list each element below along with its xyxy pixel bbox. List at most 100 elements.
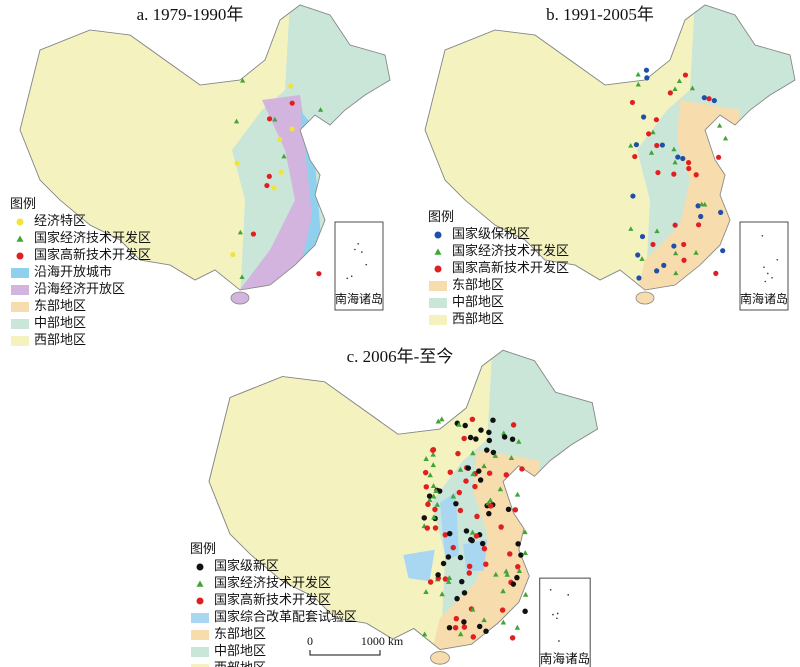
hainan (230, 291, 250, 305)
site-marker (467, 434, 474, 441)
panel-title: c. 2006年-至今 (347, 347, 454, 366)
site-marker (685, 160, 692, 166)
site-marker (706, 96, 712, 102)
site-marker (440, 560, 447, 567)
site-marker (681, 241, 687, 248)
site-marker (650, 241, 656, 248)
site-marker (316, 271, 322, 277)
site-marker (16, 218, 24, 226)
site-marker (693, 250, 699, 255)
site-marker (423, 456, 429, 461)
site-marker (456, 489, 463, 496)
china-border (19, 4, 391, 291)
site-marker (459, 578, 465, 585)
site-marker (492, 452, 499, 458)
site-marker (701, 95, 707, 101)
inset-label: 南海诸岛 (740, 291, 788, 306)
site-marker (720, 248, 726, 254)
site-marker (486, 510, 492, 517)
site-marker (484, 447, 490, 453)
site-marker (519, 466, 525, 472)
site-marker (490, 417, 496, 423)
legend-label: 国家高新技术开发区 (214, 592, 331, 607)
site-marker (271, 185, 277, 191)
island (346, 277, 349, 280)
site-marker (427, 579, 434, 585)
site-marker (500, 619, 507, 625)
site-marker (481, 545, 488, 552)
site-marker (507, 551, 513, 557)
legend-label: 国家级新区 (214, 558, 279, 573)
site-marker (500, 588, 506, 594)
site-marker (477, 477, 484, 483)
legend-swatch (191, 647, 209, 657)
legend-swatch (191, 613, 209, 623)
scale-label: 1000 km (361, 634, 404, 648)
island (776, 258, 779, 261)
site-marker (675, 154, 681, 160)
site-marker (676, 78, 683, 84)
legend-title: 图例 (190, 541, 216, 556)
site-marker (196, 580, 204, 587)
site-marker (421, 631, 428, 637)
legend-label: 国家经济技术开发区 (34, 230, 151, 245)
site-marker (453, 615, 460, 622)
site-marker (470, 471, 476, 477)
site-marker (433, 488, 439, 494)
site-marker (466, 570, 473, 576)
legend-swatch (11, 336, 29, 346)
site-marker (516, 568, 523, 574)
site-marker (490, 449, 497, 456)
site-marker (450, 544, 456, 551)
site-marker (421, 515, 427, 521)
reform-zone (403, 549, 435, 582)
site-marker (504, 571, 510, 577)
site-marker (628, 142, 634, 148)
legend-label: 中部地区 (452, 294, 504, 309)
scale-bar: 0 1000 km (307, 634, 404, 656)
site-marker (431, 514, 437, 520)
site-marker (439, 416, 445, 422)
site-marker (655, 169, 661, 176)
reform-zone (463, 539, 488, 571)
site-marker (628, 226, 634, 231)
site-marker (439, 591, 445, 597)
site-marker (717, 122, 723, 128)
site-marker (234, 160, 240, 166)
site-marker (503, 472, 510, 478)
site-marker (289, 126, 295, 132)
site-marker (636, 275, 642, 281)
legend-label: 国家经济技术开发区 (214, 575, 331, 590)
site-marker (455, 450, 461, 457)
site-marker (470, 450, 476, 456)
site-marker (466, 563, 473, 570)
site-marker (635, 71, 641, 77)
site-marker (463, 528, 470, 534)
site-marker (434, 231, 442, 239)
inset-label: 南海诸岛 (540, 651, 590, 666)
site-marker (237, 229, 243, 235)
island (567, 594, 570, 596)
site-marker (430, 493, 437, 499)
island (763, 266, 765, 268)
island (556, 617, 558, 620)
island (771, 276, 773, 279)
site-marker (514, 624, 521, 630)
site-marker (515, 541, 521, 547)
island (365, 263, 368, 266)
legend-swatch (11, 319, 29, 329)
site-marker (469, 606, 476, 612)
inset-frame (334, 221, 384, 311)
site-marker (434, 248, 442, 255)
legend-label: 沿海经济开放区 (34, 281, 125, 296)
site-marker (486, 429, 492, 436)
site-marker (699, 201, 705, 207)
site-marker (465, 465, 472, 471)
site-marker (481, 617, 487, 623)
site-marker (671, 243, 677, 249)
legend-label: 国家高新技术开发区 (34, 247, 151, 262)
site-marker (476, 623, 483, 630)
island (556, 612, 559, 615)
island (361, 251, 363, 253)
site-marker (672, 159, 678, 165)
